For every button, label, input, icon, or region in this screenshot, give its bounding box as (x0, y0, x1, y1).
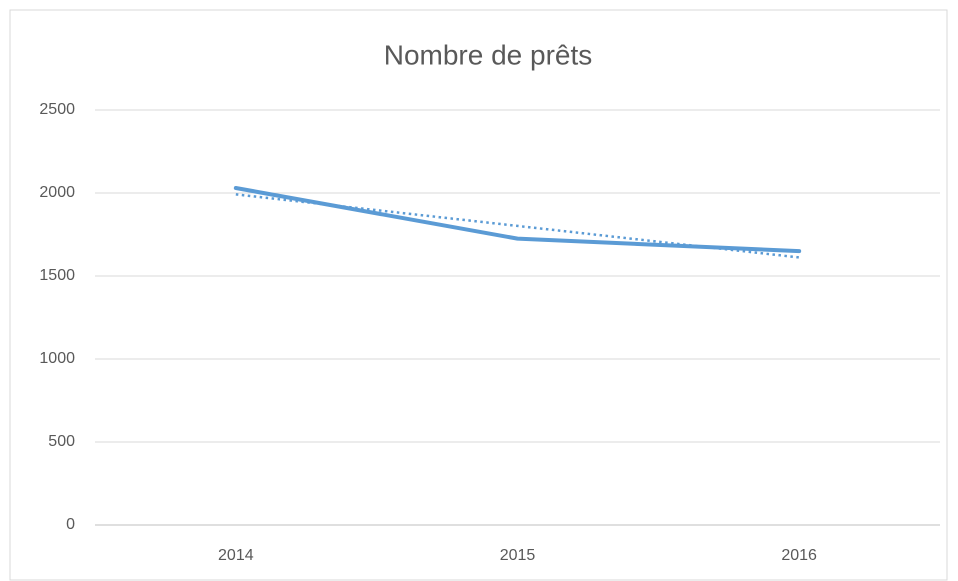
line-series (233, 186, 802, 254)
x-tick-label: 2014 (218, 547, 254, 564)
y-tick-label: 1000 (39, 350, 75, 367)
chart-frame (9, 9, 948, 581)
y-tick-label: 0 (66, 516, 75, 533)
x-tick-label: 2016 (781, 547, 817, 564)
x-tick-label: 2015 (500, 547, 536, 564)
trendline (235, 193, 800, 259)
y-tick-label: 1500 (39, 267, 75, 284)
chart-title: Nombre de prêts (384, 39, 593, 70)
y-tick-label: 2500 (39, 101, 75, 118)
y-tick-label: 2000 (39, 184, 75, 201)
y-tick-label: 500 (48, 433, 75, 450)
